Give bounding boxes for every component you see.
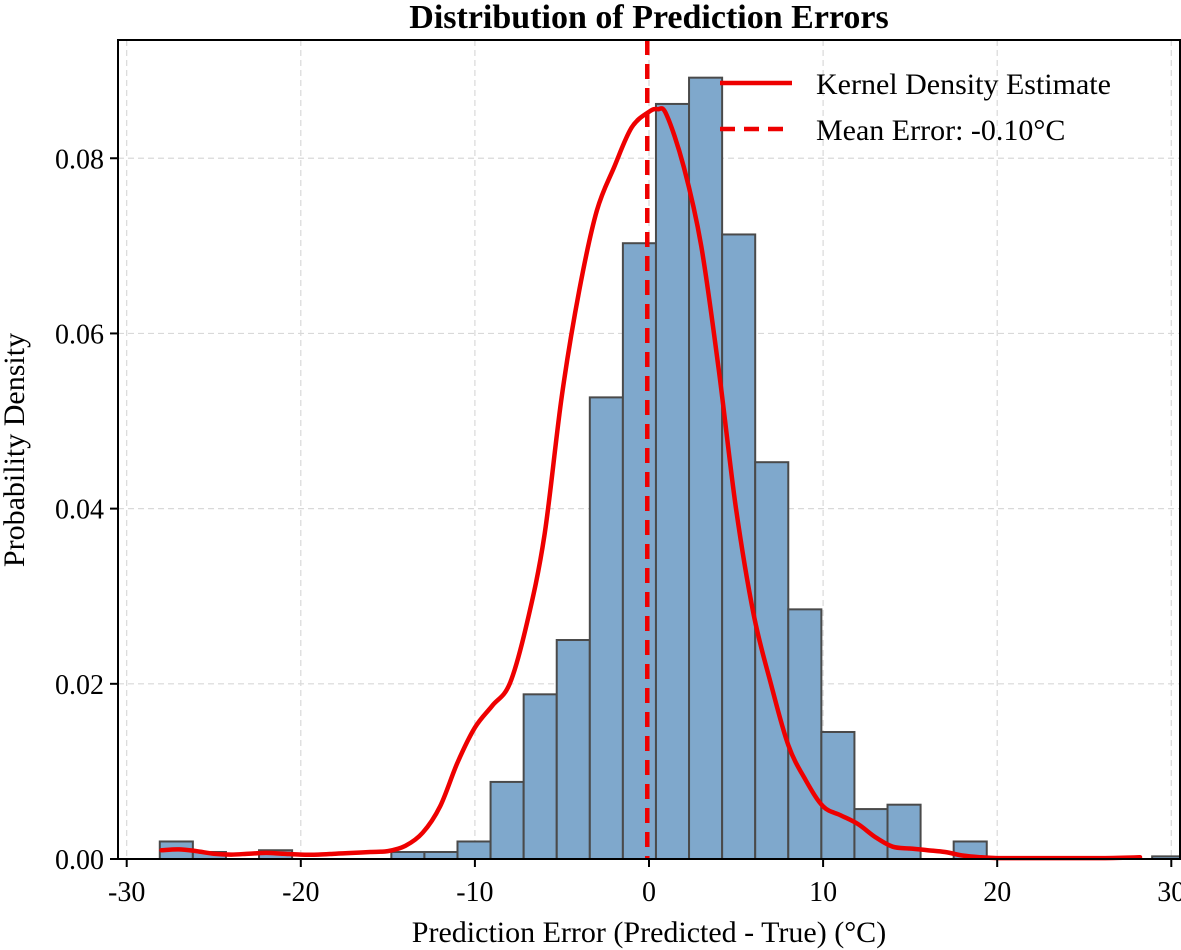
legend-mean-label: Mean Error: -0.10°C — [816, 114, 1065, 147]
histogram-bar — [654, 102, 691, 861]
histogram-bar — [522, 693, 558, 860]
y-axis-title: Probability Density — [0, 333, 31, 567]
histogram-bar — [721, 233, 757, 860]
histogram-bar — [456, 840, 492, 860]
kde-line — [159, 106, 1143, 861]
histogram-bar — [588, 396, 624, 860]
x-axis-ticks: -30 -20 -10 0 10 20 30 — [108, 859, 1181, 908]
y-axis-ticks: 0.00 0.02 0.04 0.06 0.08 — [55, 144, 118, 876]
x-tick-label: 30 — [1157, 877, 1181, 908]
histogram-bar — [555, 639, 591, 861]
x-tick-label: -20 — [282, 877, 319, 908]
histogram-bar — [423, 850, 459, 860]
y-tick-label: 0.00 — [55, 845, 104, 876]
x-tick-label: 20 — [983, 877, 1011, 908]
histogram-bar — [489, 780, 525, 861]
x-tick-label: -10 — [456, 877, 493, 908]
histogram-bar — [754, 461, 790, 860]
legend-kde-label: Kernel Density Estimate — [816, 68, 1111, 101]
x-tick-label: 0 — [642, 877, 656, 908]
histogram-bar — [688, 76, 724, 861]
y-tick-label: 0.04 — [55, 495, 104, 526]
histogram-bar — [820, 730, 856, 861]
y-tick-label: 0.08 — [55, 144, 104, 175]
histogram-bars — [158, 76, 1181, 861]
histogram-bar — [390, 850, 426, 860]
histogram-bar — [787, 608, 823, 860]
histogram-bar — [621, 242, 657, 861]
x-axis-title: Prediction Error (Predicted - True) (°C) — [412, 916, 886, 949]
x-tick-label: 10 — [809, 877, 837, 908]
y-tick-label: 0.06 — [55, 319, 104, 350]
y-tick-label: 0.02 — [55, 670, 104, 701]
legend: Kernel Density Estimate Mean Error: -0.1… — [720, 68, 1111, 147]
x-tick-label: -30 — [108, 877, 145, 908]
chart-title: Distribution of Prediction Errors — [409, 0, 888, 36]
